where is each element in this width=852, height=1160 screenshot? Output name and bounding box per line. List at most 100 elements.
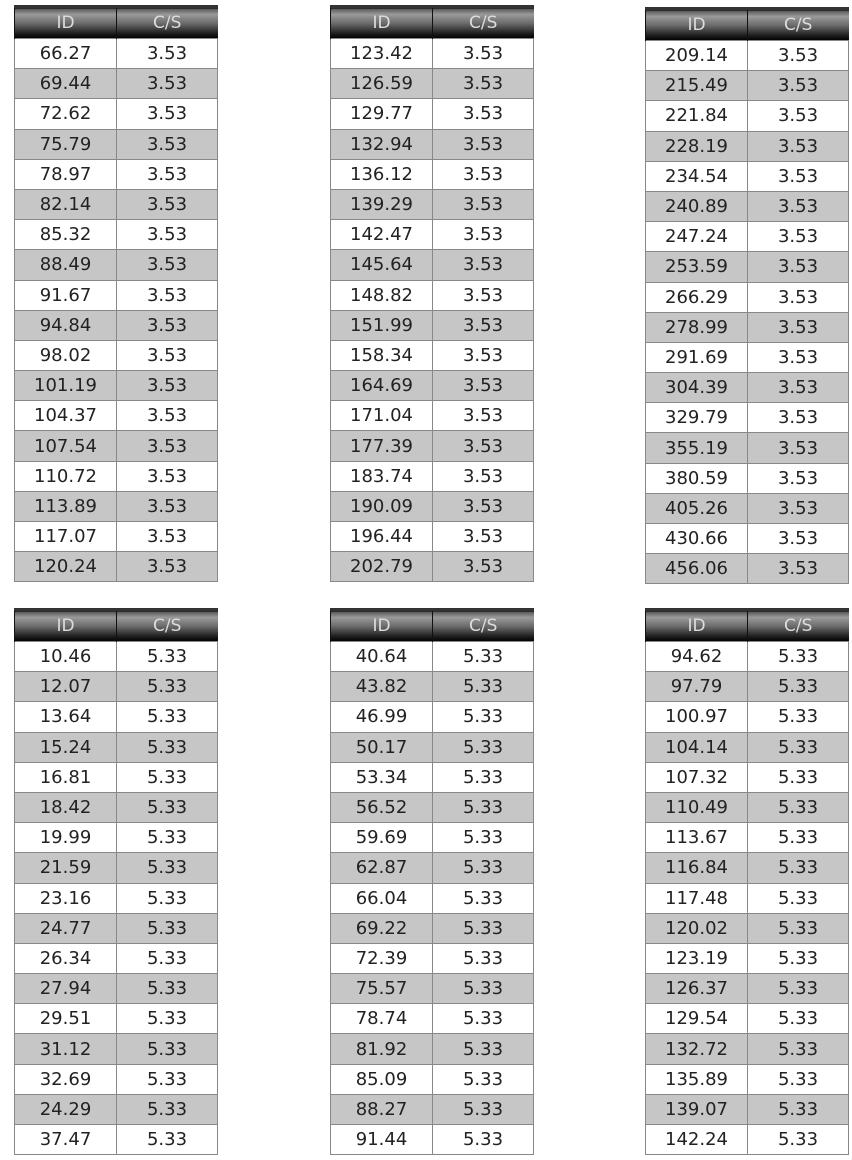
- cs-cell: 3.53: [747, 553, 849, 585]
- table-row: 120.02 5.33: [645, 912, 849, 944]
- id-cell: 15.24: [14, 731, 117, 763]
- id-cell: 94.84: [14, 309, 117, 341]
- table-row: 110.72 3.53: [14, 460, 218, 492]
- id-cell: 27.94: [14, 973, 117, 1005]
- table-row: 355.19 3.53: [645, 432, 849, 464]
- id-cell: 266.29: [645, 281, 748, 313]
- id-cell: 145.64: [330, 249, 433, 281]
- cs-cell: 3.53: [116, 339, 218, 372]
- table-row: 10.46 5.33: [14, 640, 218, 673]
- header-cs: C/S: [747, 7, 849, 41]
- table-row: 196.44 3.53: [330, 520, 534, 553]
- id-cell: 100.97: [645, 701, 748, 733]
- table-row: 56.52 5.33: [330, 791, 534, 824]
- id-cell: 190.09: [330, 490, 433, 523]
- cs-cell: 3.53: [116, 249, 218, 281]
- table-row: 221.84 3.53: [645, 100, 849, 132]
- table-row: 135.89 5.33: [645, 1063, 849, 1095]
- id-cell: 148.82: [330, 279, 433, 311]
- size-table: ID C/S 123.42 3.53 126.59 3.53 129.77 3.53 132.9…: [330, 5, 534, 583]
- table-row: 104.14 5.33: [645, 731, 849, 763]
- cs-cell: 3.53: [432, 37, 534, 70]
- id-cell: 66.04: [330, 882, 433, 914]
- table-row: 183.74 3.53: [330, 460, 534, 492]
- id-cell: 101.19: [14, 370, 117, 402]
- id-cell: 10.46: [14, 640, 117, 673]
- id-cell: 142.24: [645, 1123, 748, 1156]
- cs-cell: 3.53: [432, 219, 534, 251]
- cs-cell: 5.33: [432, 1033, 534, 1065]
- table-row: 132.72 5.33: [645, 1033, 849, 1065]
- cs-cell: 3.53: [432, 279, 534, 311]
- table-row: 18.42 5.33: [14, 791, 218, 824]
- cs-cell: 3.53: [116, 370, 218, 402]
- cs-cell: 5.33: [116, 640, 218, 673]
- id-cell: 88.49: [14, 249, 117, 281]
- table-row: 69.22 5.33: [330, 912, 534, 944]
- cs-cell: 5.33: [432, 1063, 534, 1095]
- table-row: 215.49 3.53: [645, 70, 849, 102]
- cs-cell: 5.33: [432, 973, 534, 1005]
- table-row: 126.59 3.53: [330, 68, 534, 100]
- id-cell: 221.84: [645, 100, 748, 132]
- cs-cell: 3.53: [432, 309, 534, 341]
- table-row: 23.16 5.33: [14, 882, 218, 914]
- cs-cell: 3.53: [432, 158, 534, 190]
- cs-cell: 3.53: [432, 98, 534, 130]
- table-row: 26.34 5.33: [14, 942, 218, 975]
- cs-cell: 5.33: [747, 1093, 849, 1126]
- id-cell: 19.99: [14, 822, 117, 854]
- table-row: 107.32 5.33: [645, 761, 849, 793]
- cs-cell: 3.53: [116, 520, 218, 553]
- cs-cell: 3.53: [747, 462, 849, 494]
- id-cell: 456.06: [645, 553, 748, 585]
- id-cell: 98.02: [14, 339, 117, 372]
- cs-cell: 5.33: [747, 882, 849, 914]
- id-cell: 228.19: [645, 130, 748, 162]
- cs-cell: 5.33: [116, 1123, 218, 1156]
- id-cell: 110.72: [14, 460, 117, 492]
- id-cell: 215.49: [645, 70, 748, 102]
- cs-cell: 3.53: [432, 520, 534, 553]
- table-row: 266.29 3.53: [645, 281, 849, 313]
- cs-cell: 3.53: [116, 68, 218, 100]
- cs-cell: 3.53: [432, 188, 534, 221]
- id-cell: 50.17: [330, 731, 433, 763]
- cs-cell: 5.33: [432, 731, 534, 763]
- id-cell: 380.59: [645, 462, 748, 494]
- id-cell: 113.89: [14, 490, 117, 523]
- cs-cell: 3.53: [116, 219, 218, 251]
- cs-cell: 3.53: [747, 251, 849, 283]
- table-row: 43.82 5.33: [330, 671, 534, 703]
- cs-cell: 5.33: [432, 640, 534, 673]
- id-cell: 183.74: [330, 460, 433, 492]
- table-row: 113.89 3.53: [14, 490, 218, 523]
- id-cell: 139.29: [330, 188, 433, 221]
- table-row: 291.69 3.53: [645, 341, 849, 374]
- id-cell: 23.16: [14, 882, 117, 914]
- id-cell: 40.64: [330, 640, 433, 673]
- table-row: 66.04 5.33: [330, 882, 534, 914]
- cs-cell: 3.53: [747, 221, 849, 253]
- header-cs: C/S: [747, 608, 849, 642]
- cs-cell: 3.53: [747, 492, 849, 525]
- table-row: 59.69 5.33: [330, 822, 534, 854]
- cs-cell: 5.33: [432, 1093, 534, 1126]
- id-cell: 69.44: [14, 68, 117, 100]
- header-cs: C/S: [116, 5, 218, 39]
- cs-cell: 3.53: [432, 430, 534, 462]
- table-row: 202.79 3.53: [330, 551, 534, 583]
- id-cell: 91.67: [14, 279, 117, 311]
- cs-cell: 5.33: [116, 1063, 218, 1095]
- header-id: ID: [645, 608, 748, 642]
- table-row: 145.64 3.53: [330, 249, 534, 281]
- table-row: 240.89 3.53: [645, 190, 849, 223]
- id-cell: 304.39: [645, 372, 748, 404]
- id-cell: 355.19: [645, 432, 748, 464]
- cs-cell: 3.53: [747, 522, 849, 555]
- header-row: ID C/S: [14, 5, 218, 39]
- cs-cell: 5.33: [432, 912, 534, 944]
- id-cell: 91.44: [330, 1123, 433, 1156]
- id-cell: 142.47: [330, 219, 433, 251]
- cs-cell: 5.33: [116, 671, 218, 703]
